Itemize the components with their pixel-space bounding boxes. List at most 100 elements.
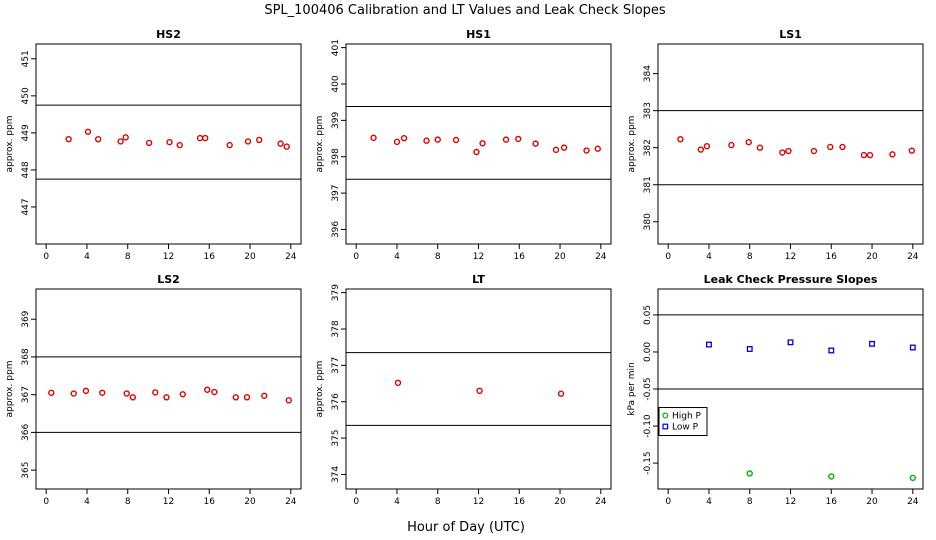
data-point: [839, 143, 846, 151]
panel-4: LT 0 4 8 12 16 20 24 374 375 376 377 378 379 approx. p…: [315, 273, 612, 507]
panel-title: Leak Check Pressure Slopes: [704, 273, 878, 286]
panel-title: LT: [472, 273, 485, 286]
y-axis-label: approx. ppm: [315, 116, 325, 173]
x-tick-label: 12: [163, 497, 174, 507]
data-point: [728, 141, 735, 149]
data-point: [779, 149, 786, 156]
x-tick-label: 0: [665, 497, 671, 507]
panel-0: HS2 0 4 8 12 16 20 24 447 448 449 450 451 approx. ppm: [5, 28, 302, 262]
data-point: [785, 147, 792, 155]
data-point: [145, 139, 153, 147]
plot-frame: [657, 43, 924, 245]
data-point: [82, 387, 90, 395]
x-tick-label: 16: [826, 497, 838, 507]
data-point: [256, 136, 263, 144]
x-axis-label: Hour of Day (UTC): [407, 520, 525, 535]
x-tick-label: 16: [204, 497, 216, 507]
y-tick-label: 377: [331, 357, 341, 374]
data-point: [703, 143, 711, 150]
y-tick-label: 374: [331, 466, 341, 483]
plot-frame: [345, 43, 612, 245]
x-tick-label: 20: [866, 497, 878, 507]
data-point: [277, 140, 284, 147]
x-tick-label: 20: [554, 252, 566, 262]
y-tick-label: 447: [21, 198, 31, 215]
panel-1: HS1 0 4 8 12 16 20 24 396 397 398 399 400 401 approx. …: [315, 28, 612, 262]
y-tick-label: 365: [21, 462, 31, 479]
x-tick-label: 24: [285, 497, 297, 507]
x-tick-label: 4: [84, 252, 90, 262]
panel-2: LS1 0 4 8 12 16 20 24 380 381 382 383 384 approx. ppm: [627, 28, 924, 262]
data-point: [909, 344, 916, 351]
data-point: [179, 391, 186, 398]
x-tick-label: 24: [907, 252, 919, 262]
x-tick-label: 12: [473, 497, 484, 507]
x-tick-label: 24: [285, 252, 297, 262]
x-tick-label: 4: [394, 252, 400, 262]
data-point: [746, 470, 753, 477]
x-tick-label: 8: [125, 252, 131, 262]
data-point: [756, 144, 764, 151]
x-tick-label: 20: [866, 252, 878, 262]
x-tick-label: 8: [747, 252, 753, 262]
y-tick-label: 0.00: [643, 342, 653, 362]
data-point: [560, 144, 568, 151]
x-tick-label: 0: [353, 497, 359, 507]
y-tick-label: 401: [331, 39, 341, 56]
x-tick-label: 8: [125, 497, 131, 507]
data-point: [745, 138, 752, 146]
y-tick-label: 378: [331, 320, 341, 337]
data-point: [677, 135, 684, 143]
y-tick-label: 382: [643, 139, 653, 156]
y-tick-label: -0.15: [643, 451, 653, 474]
data-point: [583, 147, 590, 154]
x-tick-label: 24: [907, 497, 919, 507]
y-tick-label: 398: [331, 148, 341, 165]
x-tick-label: 12: [163, 252, 174, 262]
legend-marker: [662, 423, 669, 430]
x-tick-label: 16: [514, 497, 526, 507]
x-tick-label: 8: [435, 252, 441, 262]
data-point: [70, 390, 77, 397]
y-tick-label: 367: [21, 386, 31, 403]
data-point: [746, 346, 753, 352]
x-tick-label: 0: [665, 252, 671, 262]
y-tick-label: 376: [331, 393, 341, 410]
data-point: [552, 146, 560, 154]
data-point: [99, 389, 106, 396]
data-point: [434, 136, 441, 143]
y-tick-label: 0.05: [643, 305, 653, 325]
x-tick-label: 8: [435, 497, 441, 507]
x-tick-label: 0: [43, 497, 49, 507]
data-point: [787, 339, 794, 346]
data-point: [860, 151, 868, 159]
data-point: [129, 394, 137, 401]
y-axis-label: approx. ppm: [5, 116, 15, 173]
x-tick-label: 4: [394, 497, 400, 507]
x-tick-label: 4: [84, 497, 90, 507]
data-point: [211, 388, 218, 396]
data-point: [166, 138, 173, 146]
y-tick-label: 369: [21, 310, 31, 327]
x-tick-label: 12: [785, 252, 796, 262]
data-point: [706, 341, 712, 348]
data-point: [244, 138, 252, 145]
data-point: [502, 136, 510, 143]
y-tick-label: 397: [331, 184, 341, 201]
data-point: [283, 143, 290, 150]
y-tick-label: 400: [331, 75, 341, 92]
data-point: [889, 151, 896, 158]
data-point: [243, 394, 251, 401]
data-point: [152, 389, 159, 396]
data-point: [163, 394, 170, 401]
y-tick-label: 450: [21, 87, 31, 104]
panel-title: LS2: [157, 273, 180, 286]
data-point: [65, 135, 72, 143]
y-axis-label: kPa per min: [627, 362, 637, 415]
y-tick-label: 451: [21, 50, 31, 67]
x-tick-label: 24: [595, 252, 607, 262]
legend-entry: Low P: [672, 423, 699, 433]
data-point: [827, 143, 834, 151]
panel-title: LS1: [779, 28, 802, 41]
